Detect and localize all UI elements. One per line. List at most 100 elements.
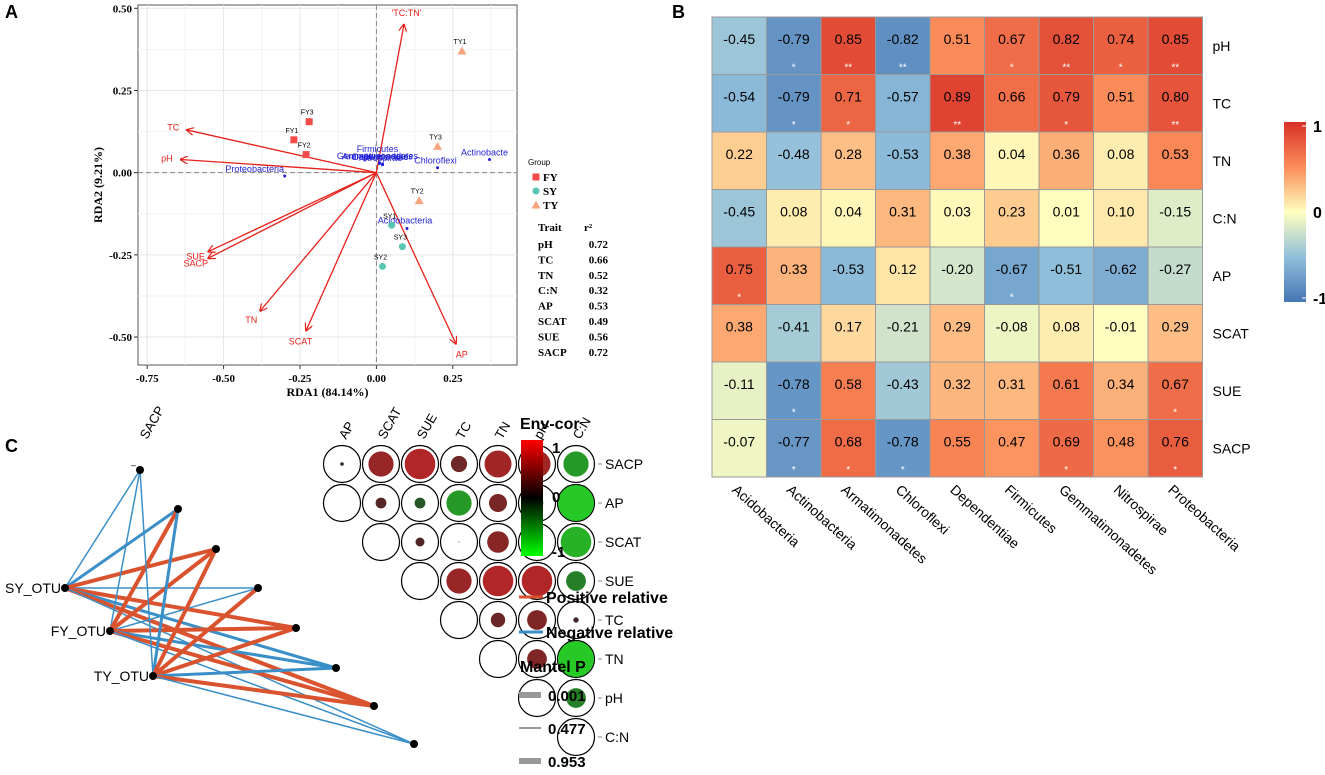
cell-value: -0.11	[724, 376, 755, 392]
column-label: Gemmatimonadetes	[1056, 481, 1160, 577]
cell-value: 0.61	[1053, 376, 1080, 392]
trait-name: SACP	[538, 347, 567, 359]
corr-cell-ring	[439, 600, 479, 640]
otu-node	[106, 627, 114, 635]
heatmap-cell	[984, 189, 1040, 248]
env-arrow	[375, 172, 455, 344]
cell-value: 0.51	[944, 31, 971, 47]
cell-value: 0.08	[1053, 318, 1080, 334]
heatmap-cell	[1093, 361, 1149, 420]
sample-point	[379, 262, 387, 270]
significance-star: **	[1171, 120, 1179, 131]
heatmap-cell	[766, 419, 822, 478]
trait-name: TC	[538, 254, 553, 266]
cell-value: 0.79	[1053, 88, 1080, 104]
heatmap-cell	[1147, 189, 1203, 248]
trait-r2: 0.56	[589, 331, 609, 343]
trait-name: SCAT	[538, 316, 567, 328]
corr-cell-dot	[521, 565, 553, 597]
heatmap-cell	[1038, 16, 1094, 75]
corr-cell-dot	[375, 497, 387, 509]
cell-value: 0.17	[835, 318, 862, 334]
legend-label: SY	[543, 186, 557, 198]
cell-value: -0.67	[996, 261, 1028, 277]
env-node	[332, 664, 340, 672]
heatmap-cell	[711, 246, 767, 305]
heatmap-cell	[875, 16, 931, 75]
legend-key	[531, 200, 541, 209]
significance-star: *	[1119, 63, 1123, 74]
heatmap-cell	[984, 74, 1040, 133]
heatmap-cell	[766, 304, 822, 363]
env-arrow-label: SCAT	[289, 336, 313, 346]
env-arrow-label: 'TC:TN'	[392, 8, 422, 18]
legend-title: Group	[528, 158, 551, 167]
heatmap-cell	[1147, 16, 1203, 75]
cell-value: -0.53	[832, 261, 864, 277]
significance-star: **	[1171, 63, 1179, 74]
significance-star: *	[1010, 293, 1014, 304]
trait-r2: 0.66	[589, 254, 609, 266]
var-top-label: SUE	[414, 411, 441, 442]
cell-value: -0.48	[778, 146, 810, 162]
env-arrow	[208, 172, 377, 258]
env-arrow	[208, 172, 377, 252]
cell-value: 0.22	[726, 146, 753, 162]
x-axis-label: RDA1 (84.14%)	[287, 385, 369, 399]
var-row-label: SCAT	[605, 534, 642, 550]
otu-label: SY_OTU	[5, 580, 61, 596]
cell-value: -0.08	[996, 318, 1028, 334]
y-tick-label: 0.00	[113, 168, 133, 180]
cell-value: -0.54	[723, 88, 755, 104]
heatmap-cell	[1147, 131, 1203, 190]
row-label: TC	[1213, 95, 1232, 111]
mantel-link	[151, 507, 180, 678]
species-label: Gemmatimonadetes	[337, 151, 419, 161]
env-node	[370, 702, 378, 710]
sample-point	[388, 221, 396, 229]
mantel-link	[108, 629, 338, 670]
panel-label-c: C	[5, 436, 18, 456]
sample-point	[433, 141, 443, 150]
corr-cell-dot	[415, 537, 425, 547]
env-tick-label: -1	[552, 544, 565, 561]
cell-value: 0.10	[1107, 203, 1134, 219]
trait-name: pH	[538, 239, 553, 251]
heatmap-cell	[1038, 361, 1094, 420]
corr-cell-dot	[527, 649, 547, 669]
mantel-link	[63, 507, 180, 590]
significance-star: *	[792, 465, 796, 476]
heatmap-cell	[984, 16, 1040, 75]
env-node	[410, 740, 418, 748]
cell-value: 0.08	[1107, 146, 1134, 162]
cell-value: 0.38	[726, 318, 753, 334]
legend-key	[532, 187, 540, 195]
sample-point	[305, 118, 313, 126]
heatmap-cell	[984, 246, 1040, 305]
heatmap-cell	[820, 246, 876, 305]
mantel-link	[109, 630, 415, 745]
var-top-label: pH	[531, 420, 552, 442]
corr-cell-dot	[340, 462, 344, 466]
cell-value: 0.31	[889, 203, 916, 219]
heatmap-cell	[875, 419, 931, 478]
heatmap-cell	[711, 189, 767, 248]
corr-cell-ring	[400, 561, 440, 601]
colorbar-tick-label: 0	[1313, 205, 1322, 222]
significance-star: *	[1064, 120, 1068, 131]
row-label: pH	[1213, 38, 1231, 54]
x-tick-label: -0.25	[289, 373, 312, 385]
cell-value: 0.71	[835, 88, 862, 104]
env-tick-label: 1	[552, 440, 560, 457]
cell-value: 0.51	[1107, 88, 1134, 104]
corr-cell-dot	[490, 612, 506, 628]
mantel-value: 0.001	[548, 688, 586, 705]
heatmap-cell	[984, 131, 1040, 190]
corr-cell-dot	[566, 688, 586, 708]
colorbar: 1 0 -1	[1284, 119, 1325, 308]
corr-cell-dot	[446, 490, 472, 516]
sample-label: SY2	[374, 254, 387, 261]
trait-r2: 0.72	[589, 239, 609, 251]
heatmap-cell	[766, 16, 822, 75]
mantel-link	[63, 586, 298, 630]
